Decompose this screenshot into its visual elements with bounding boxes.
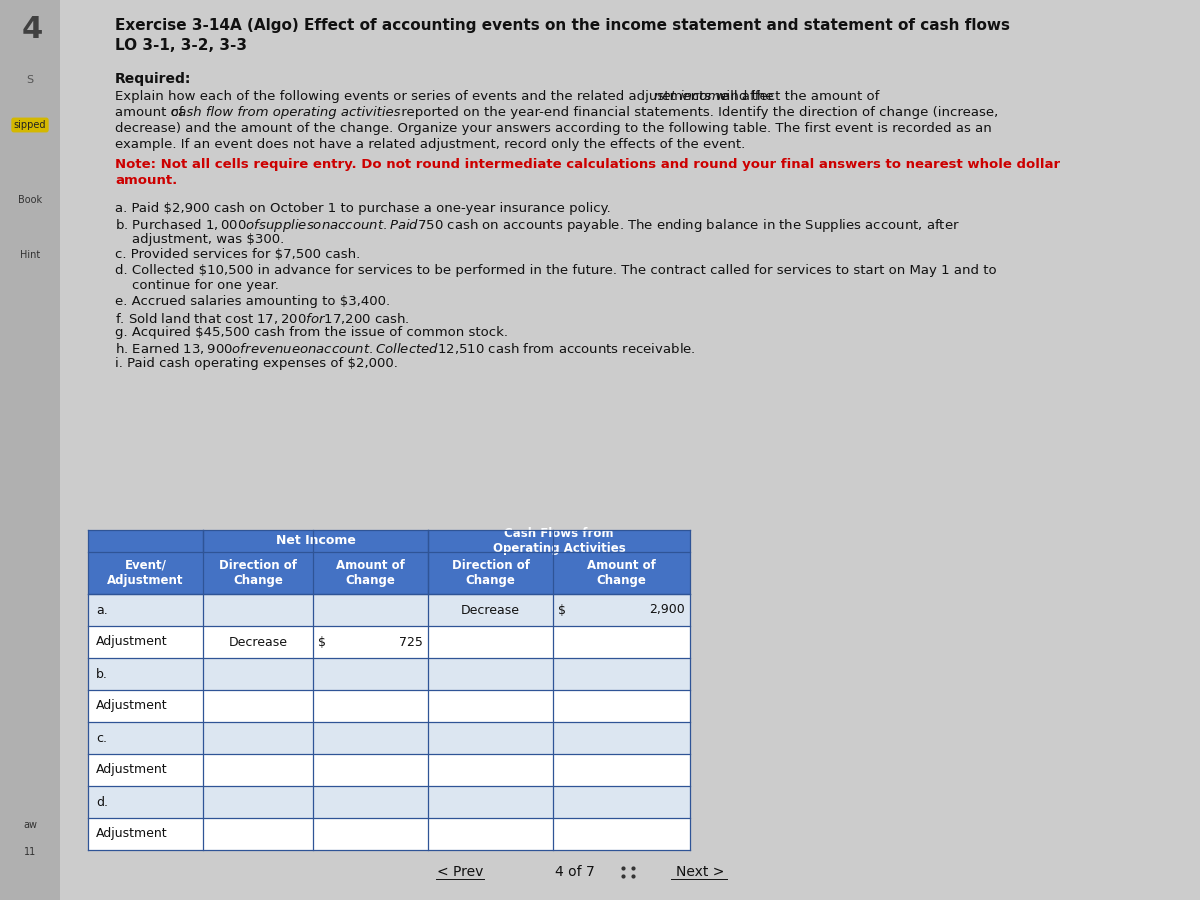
Text: amount.: amount. xyxy=(115,174,178,187)
Text: Book: Book xyxy=(18,195,42,205)
Text: Next >: Next > xyxy=(676,865,724,879)
Text: Direction of
Change: Direction of Change xyxy=(220,559,298,588)
Text: Amount of
Change: Amount of Change xyxy=(587,559,656,588)
Text: Hint: Hint xyxy=(20,250,40,260)
Text: Exercise 3-14A (Algo) Effect of accounting events on the income statement and st: Exercise 3-14A (Algo) Effect of accounti… xyxy=(115,18,1010,33)
Text: Adjustment: Adjustment xyxy=(96,699,168,713)
Bar xyxy=(88,530,690,594)
Text: 2,900: 2,900 xyxy=(649,604,685,617)
Text: d. Collected $10,500 in advance for services to be performed in the future. The : d. Collected $10,500 in advance for serv… xyxy=(115,264,997,277)
Text: b. Purchased $1,000 of supplies on account. Paid $750 cash on accounts payable. : b. Purchased $1,000 of supplies on accou… xyxy=(115,218,960,235)
Text: decrease) and the amount of the change. Organize your answers according to the f: decrease) and the amount of the change. … xyxy=(115,122,991,135)
Text: reported on the year-end financial statements. Identify the direction of change : reported on the year-end financial state… xyxy=(397,106,998,119)
Text: Explain how each of the following events or series of events and the related adj: Explain how each of the following events… xyxy=(115,90,883,103)
Text: cash flow from operating activities: cash flow from operating activities xyxy=(172,106,401,119)
Text: 4 of 7: 4 of 7 xyxy=(556,865,595,879)
Bar xyxy=(88,594,690,626)
Text: Cash Flows from
Operating Activities: Cash Flows from Operating Activities xyxy=(493,527,625,555)
Bar xyxy=(88,786,690,818)
Text: h. Earned $13,900 of revenue on account. Collected $12,510 cash from accounts re: h. Earned $13,900 of revenue on account.… xyxy=(115,341,696,356)
Text: Adjustment: Adjustment xyxy=(96,763,168,777)
Text: g. Acquired $45,500 cash from the issue of common stock.: g. Acquired $45,500 cash from the issue … xyxy=(115,326,508,339)
Text: Event/
Adjustment: Event/ Adjustment xyxy=(107,559,184,588)
Text: b.: b. xyxy=(96,668,108,680)
Text: Amount of
Change: Amount of Change xyxy=(336,559,404,588)
Text: < Prev: < Prev xyxy=(437,865,484,879)
Text: Required:: Required: xyxy=(115,72,191,86)
Text: S: S xyxy=(26,75,34,85)
Text: amount of: amount of xyxy=(115,106,187,119)
Text: Adjustment: Adjustment xyxy=(96,635,168,649)
Bar xyxy=(0,0,60,900)
Text: i. Paid cash operating expenses of $2,000.: i. Paid cash operating expenses of $2,00… xyxy=(115,357,398,370)
Text: d.: d. xyxy=(96,796,108,808)
Text: a.: a. xyxy=(96,604,108,617)
Bar xyxy=(88,722,690,754)
Bar xyxy=(88,690,690,722)
Text: Direction of
Change: Direction of Change xyxy=(451,559,529,588)
Text: $: $ xyxy=(318,635,326,649)
Text: 4: 4 xyxy=(22,15,43,44)
Text: e. Accrued salaries amounting to $3,400.: e. Accrued salaries amounting to $3,400. xyxy=(115,295,390,308)
Text: Decrease: Decrease xyxy=(461,604,520,617)
Bar xyxy=(88,754,690,786)
Text: Adjustment: Adjustment xyxy=(96,827,168,841)
Text: $: $ xyxy=(558,604,566,617)
Text: Decrease: Decrease xyxy=(228,635,288,649)
Text: and the: and the xyxy=(718,90,774,103)
Text: adjustment, was $300.: adjustment, was $300. xyxy=(115,233,284,246)
Text: LO 3-1, 3-2, 3-3: LO 3-1, 3-2, 3-3 xyxy=(115,38,247,53)
Text: net income: net income xyxy=(654,90,728,103)
Text: c.: c. xyxy=(96,732,107,744)
Text: 725: 725 xyxy=(400,635,424,649)
Text: example. If an event does not have a related adjustment, record only the effects: example. If an event does not have a rel… xyxy=(115,138,745,151)
Text: c. Provided services for $7,500 cash.: c. Provided services for $7,500 cash. xyxy=(115,248,360,262)
Text: aw: aw xyxy=(23,820,37,830)
Bar xyxy=(88,626,690,658)
Text: sipped: sipped xyxy=(13,120,47,130)
Text: f. Sold land that cost $17,200 for $17,200 cash.: f. Sold land that cost $17,200 for $17,2… xyxy=(115,310,409,326)
Bar xyxy=(88,818,690,850)
Bar xyxy=(88,658,690,690)
Text: continue for one year.: continue for one year. xyxy=(115,280,278,292)
Text: 11: 11 xyxy=(24,847,36,857)
Text: Note: Not all cells require entry. Do not round intermediate calculations and ro: Note: Not all cells require entry. Do no… xyxy=(115,158,1060,171)
Text: a. Paid $2,900 cash on October 1 to purchase a one-year insurance policy.: a. Paid $2,900 cash on October 1 to purc… xyxy=(115,202,611,215)
Text: Net Income: Net Income xyxy=(276,535,355,547)
